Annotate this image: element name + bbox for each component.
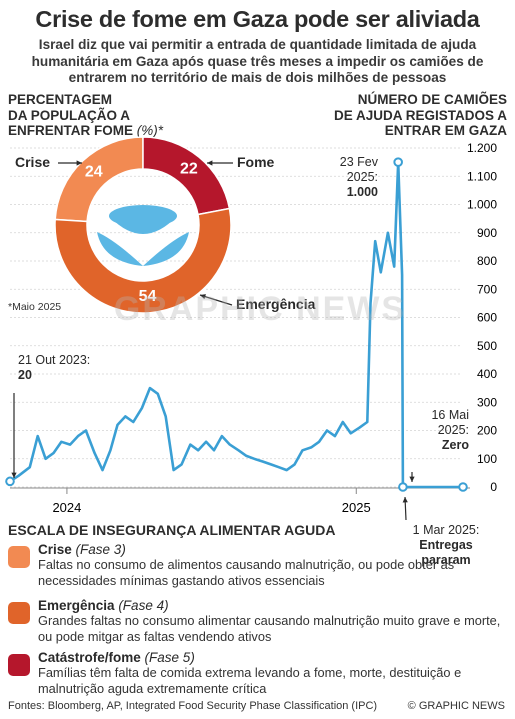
watermark: GRAPHIC NEWS (113, 290, 407, 328)
y-tick-label: 1.200 (467, 141, 497, 155)
y-axis: 0 100 200 300 400 500 600 700 800 900 1.000 1.100 1.… (467, 141, 497, 494)
legend-crise-text: Faltas no consumo de alimentos causando … (38, 557, 455, 588)
annotation-start-date: 21 Out 2023: (18, 353, 91, 367)
line-title-line-2: DE AJUDA REGISTADOS A (333, 107, 507, 123)
donut-value-label: 54 (139, 288, 157, 305)
arrow-head (200, 294, 206, 300)
food-bowl-icon (97, 205, 189, 266)
legend-emergencia-name: Emergência (38, 598, 115, 613)
donut-value-label: 22 (180, 161, 198, 178)
x-axis: 2024 2025 (52, 488, 371, 515)
y-tick-label: 700 (477, 282, 497, 296)
annotation-start: 21 Out 2023: 20 (18, 353, 90, 383)
annotation-stop-date: 1 Mar 2025: (412, 523, 480, 537)
y-tick-label: 0 (490, 480, 497, 494)
annotation-marker (458, 482, 468, 492)
annotation-peak-value: 1.000 (346, 185, 378, 199)
y-tick-label: 200 (477, 424, 497, 438)
line-title-line-3: ENTRAR EM GAZA (384, 123, 507, 138)
annotation-peak-year: 2025: (346, 170, 378, 184)
chart-title: Crise de fome em Gaza pode ser aliviada (35, 6, 480, 32)
y-tick-label: 400 (477, 367, 497, 381)
y-tick-label: 500 (477, 339, 497, 353)
annotation-marker (398, 482, 408, 492)
y-tick-label: 600 (477, 311, 497, 325)
arrow-line (199, 294, 233, 306)
donut-label-arrows (58, 160, 233, 306)
donut-title-line-2: DA POPULAÇÃO A (8, 107, 131, 123)
annotation-stop-line3: pararam (421, 553, 471, 567)
sources: Fontes: Bloomberg, AP, Integrated Food S… (8, 700, 378, 712)
legend-fome-swatch (8, 654, 30, 676)
annotation-peak: 23 Fev 2025: 1.000 (318, 155, 378, 200)
donut-title: PERCENTAGEM DA POPULAÇÃO A ENFRENTAR FOM… (8, 92, 228, 139)
legend-fome-box (8, 654, 30, 676)
legend-crise-swatch (8, 546, 30, 568)
y-tick-label: 1.100 (467, 169, 497, 183)
y-tick-label: 800 (477, 254, 497, 268)
donut-slice-emergncia (54, 207, 232, 314)
annotation-start-value: 20 (18, 368, 32, 382)
annotation-arrows (11, 393, 415, 521)
legend-item-emergencia: Emergência (Fase 4) Grandes faltas no co… (38, 598, 508, 645)
arrow-head (76, 160, 82, 166)
x-tick-label: 2024 (52, 500, 81, 515)
donut-title-line-1: PERCENTAGEM (8, 92, 113, 107)
label-crise: Crise (15, 154, 51, 170)
annotation-end: 16 Mai 2025: Zero (412, 408, 469, 453)
annotation-stop-line2: Entregas (419, 538, 473, 552)
legend-emergencia-phase: (Fase 4) (118, 598, 169, 613)
annotation-stop: 1 Mar 2025: Entregas pararam (406, 523, 486, 568)
annotation-end-year: 2025: (437, 423, 469, 437)
legend-emergencia-text: Grandes faltas no consumo alimentar caus… (38, 613, 501, 644)
series-line (9, 160, 463, 489)
legend-fome-name: Catástrofe/fome (38, 650, 141, 665)
legend-crise-box (8, 546, 30, 568)
arrow-head (402, 497, 408, 503)
donut-title-line-3: ENFRENTAR FOME (8, 123, 133, 138)
annotation-peak-date: 23 Fev (339, 155, 378, 169)
donut-footnote: *Maio 2025 (8, 301, 62, 313)
legend-fome-text: Famílias têm falta de comida extrema lev… (38, 665, 462, 696)
annotation-end-date: 16 Mai (431, 408, 469, 422)
y-tick-label: 900 (477, 226, 497, 240)
legend-item-crise: Crise (Fase 3) Faltas no consumo de alim… (38, 542, 508, 589)
annotation-marker (5, 476, 15, 487)
label-fome: Fome (237, 154, 275, 170)
y-tick-label: 1.000 (467, 198, 497, 212)
line-title: NÚMERO DE CAMIÕES DE AJUDA REGISTADOS A … (287, 92, 507, 139)
donut-chart: 24 22 54 (54, 136, 232, 314)
donut-value-label: 24 (85, 164, 103, 181)
y-tick-label: 100 (477, 452, 497, 466)
arrow-head (409, 476, 415, 482)
legend-title: ESCALA DE INSEGURANÇA ALIMENTAR AGUDA (8, 522, 336, 538)
arrow-head (207, 160, 213, 166)
credit: © GRAPHIC NEWS (407, 700, 505, 712)
line-markers (5, 157, 468, 492)
chart-subtitle: Israel diz que vai permitir a entrada de… (31, 37, 484, 85)
y-tick-label: 300 (477, 395, 497, 409)
legend-crise-phase: (Fase 3) (75, 542, 126, 557)
legend-fome-phase: (Fase 5) (144, 650, 195, 665)
legend-emergencia-box (8, 602, 30, 624)
legend-crise-name: Crise (38, 542, 72, 557)
line-title-line-1: NÚMERO DE CAMIÕES (357, 92, 507, 107)
legend-emergencia-swatch (8, 602, 30, 624)
label-emergencia: Emergência (236, 296, 316, 312)
legend-item-fome: Catástrofe/fome (Fase 5) Famílias têm fa… (38, 650, 508, 697)
annotation-marker (393, 157, 403, 167)
arrow-head (11, 472, 17, 478)
annotation-end-value: Zero (441, 438, 469, 452)
donut-unit: (%)* (136, 123, 164, 138)
x-tick-label: 2025 (342, 500, 371, 515)
